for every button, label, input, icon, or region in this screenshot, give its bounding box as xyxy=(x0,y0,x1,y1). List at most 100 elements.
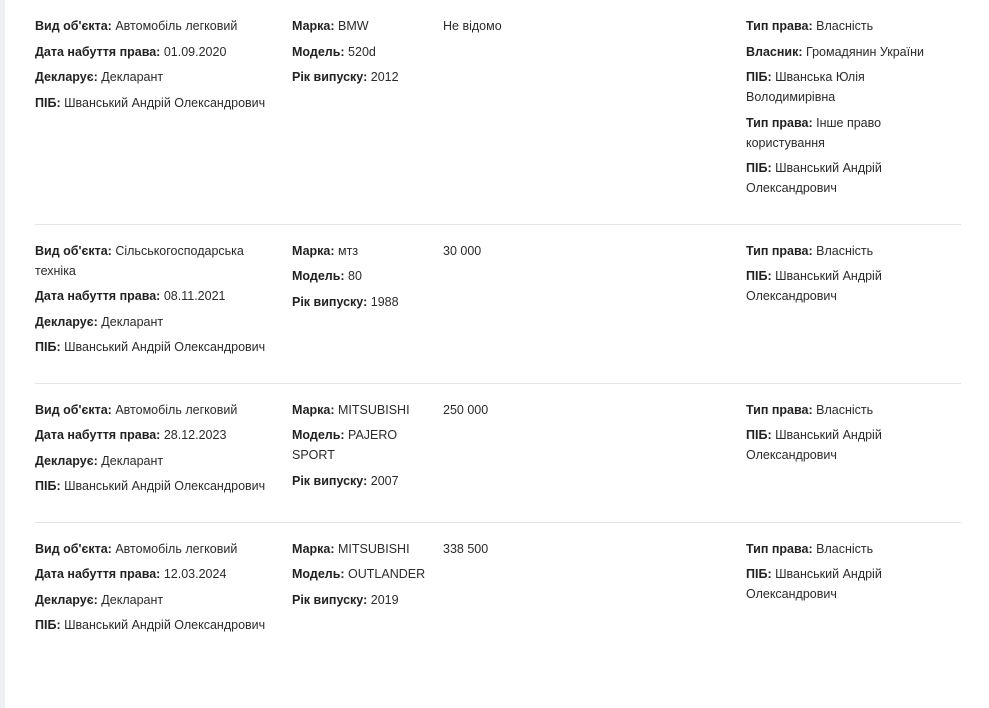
right-field-label: ПІБ: xyxy=(746,161,772,175)
acquisition-date-label: Дата набуття права: xyxy=(35,567,161,581)
right-field-value: Шванський Андрій Олександрович xyxy=(746,428,882,462)
brand-value: MITSUBISHI xyxy=(338,541,410,556)
person-name-value: Шванський Андрій Олександрович xyxy=(64,95,266,110)
value-column: 30 000 xyxy=(443,241,746,363)
person-name: ПІБ: Шванський Андрій Олександрович xyxy=(35,476,282,496)
right-field: ПІБ: Шванський Андрій Олександрович xyxy=(746,266,951,306)
table-row: Вид об'єкта: Автомобіль легковий Дата наб… xyxy=(35,0,961,225)
declarant: Декларує: Декларант xyxy=(35,451,282,471)
object-column: Вид об'єкта: Автомобіль легковий Дата наб… xyxy=(35,539,292,641)
declarant-value: Декларант xyxy=(101,314,164,329)
person-name-value: Шванський Андрій Олександрович xyxy=(64,479,266,493)
right-field: ПІБ: Шванський Андрій Олександрович xyxy=(746,158,951,198)
brand-label: Марка: xyxy=(292,541,335,556)
rights-column: Тип права: Власність ПІБ: Шванський Андрі… xyxy=(746,241,951,363)
rights-column: Тип права: Власність ПІБ: Шванський Андрі… xyxy=(746,539,951,641)
left-sidebar-edge xyxy=(0,0,5,708)
person-name: ПІБ: Шванський Андрій Олександрович xyxy=(35,337,282,357)
vehicle-column: Марка: BMW Модель: 520d Рік випуску: 2012 xyxy=(292,16,443,204)
declarant: Декларує: Декларант xyxy=(35,590,282,610)
right-field-label: Тип права: xyxy=(746,243,813,258)
object-type-value: Сільськогосподарська техніка xyxy=(35,243,244,278)
model-value: 80 xyxy=(348,269,362,283)
model: Модель: 80 xyxy=(292,266,433,286)
right-field: Тип права: Власність xyxy=(746,16,951,36)
year-label: Рік випуску: xyxy=(292,70,368,84)
right-field-value: Громадянин України xyxy=(806,44,924,59)
model-value: OUTLANDER xyxy=(348,567,426,581)
vehicle-column: Марка: MITSUBISHI Модель: PAJERO SPORT Рік… xyxy=(292,400,443,502)
right-field-value: Власність xyxy=(816,243,874,258)
right-field-value: Власність xyxy=(816,402,874,417)
brand-label: Марка: xyxy=(292,402,335,417)
brand: Марка: BMW xyxy=(292,16,433,36)
right-field-value: Інше право користування xyxy=(746,115,882,150)
year: Рік випуску: 2012 xyxy=(292,67,433,87)
object-column: Вид об'єкта: Автомобіль легковий Дата наб… xyxy=(35,400,292,502)
person-name-label: ПІБ: xyxy=(35,479,61,493)
object-column: Вид об'єкта: Автомобіль легковий Дата наб… xyxy=(35,16,292,204)
brand-value: BMW xyxy=(338,19,369,33)
object-type: Вид об'єкта: Сільськогосподарська технік… xyxy=(35,241,282,281)
cost-value: 338 500 xyxy=(443,541,489,556)
acquisition-date: Дата набуття права: 28.12.2023 xyxy=(35,425,282,445)
acquisition-date-label: Дата набуття права: xyxy=(35,428,161,442)
year-value: 2012 xyxy=(370,70,399,84)
brand-value: мтз xyxy=(338,243,359,258)
person-name-value: Шванський Андрій Олександрович xyxy=(64,340,266,354)
person-name-label: ПІБ: xyxy=(35,95,61,110)
acquisition-date: Дата набуття права: 12.03.2024 xyxy=(35,564,282,584)
model-label: Модель: xyxy=(292,269,345,283)
object-type: Вид об'єкта: Автомобіль легковий xyxy=(35,16,282,36)
right-field: Тип права: Власність xyxy=(746,241,951,261)
acquisition-date-value: 12.03.2024 xyxy=(163,567,227,581)
right-field-label: Тип права: xyxy=(746,19,813,33)
object-column: Вид об'єкта: Сільськогосподарська технік… xyxy=(35,241,292,363)
brand: Марка: MITSUBISHI xyxy=(292,400,433,420)
acquisition-date-label: Дата набуття права: xyxy=(35,44,161,59)
right-field-label: Тип права: xyxy=(746,402,813,417)
right-field-label: Тип права: xyxy=(746,115,813,130)
declarant: Декларує: Декларант xyxy=(35,67,282,87)
person-name: ПІБ: Шванський Андрій Олександрович xyxy=(35,615,282,635)
right-field: ПІБ: Шванський Андрій Олександрович xyxy=(746,425,951,465)
right-field: Власник: Громадянин України xyxy=(746,42,951,62)
model: Модель: OUTLANDER xyxy=(292,564,433,584)
brand: Марка: MITSUBISHI xyxy=(292,539,433,559)
right-field-label: Тип права: xyxy=(746,541,813,556)
year-label: Рік випуску: xyxy=(292,294,368,309)
declarant-value: Декларант xyxy=(101,592,164,607)
table-row: Вид об'єкта: Автомобіль легковий Дата наб… xyxy=(35,384,961,523)
person-name-value: Шванський Андрій Олександрович xyxy=(64,618,266,632)
right-field-label: ПІБ: xyxy=(746,567,772,581)
acquisition-date-value: 08.11.2021 xyxy=(163,289,226,303)
model-value: 520d xyxy=(348,44,376,59)
person-name-label: ПІБ: xyxy=(35,618,61,632)
vehicle-list: Вид об'єкта: Автомобіль легковий Дата наб… xyxy=(35,0,961,661)
person-name: ПІБ: Шванський Андрій Олександрович xyxy=(35,93,282,113)
brand: Марка: мтз xyxy=(292,241,433,261)
right-field: ПІБ: Шванська Юлія Володимирівна xyxy=(746,67,951,107)
right-field: Тип права: Інше право користування xyxy=(746,113,951,153)
acquisition-date-value: 28.12.2023 xyxy=(163,428,227,442)
right-field-label: ПІБ: xyxy=(746,269,772,283)
person-name-label: ПІБ: xyxy=(35,340,61,354)
table-row: Вид об'єкта: Сільськогосподарська технік… xyxy=(35,225,961,384)
year: Рік випуску: 1988 xyxy=(292,292,433,312)
right-field-value: Шванський Андрій Олександрович xyxy=(746,161,882,195)
value-column: Не відомо xyxy=(443,16,746,204)
right-field: Тип права: Власність xyxy=(746,400,951,420)
cost-value: Не відомо xyxy=(443,19,502,33)
acquisition-date: Дата набуття права: 08.11.2021 xyxy=(35,286,282,306)
vehicle-column: Марка: мтз Модель: 80 Рік випуску: 1988 xyxy=(292,241,443,363)
year-label: Рік випуску: xyxy=(292,592,368,607)
brand-label: Марка: xyxy=(292,243,335,258)
year-value: 1988 xyxy=(370,294,399,309)
cost-value: 250 000 xyxy=(443,402,489,417)
right-field-label: ПІБ: xyxy=(746,70,772,84)
right-field-value: Шванська Юлія Володимирівна xyxy=(746,70,865,104)
declarant-label: Декларує: xyxy=(35,453,98,468)
right-field-value: Шванський Андрій Олександрович xyxy=(746,269,882,303)
declarant-value: Декларант xyxy=(101,453,164,468)
right-field: Тип права: Власність xyxy=(746,539,951,559)
